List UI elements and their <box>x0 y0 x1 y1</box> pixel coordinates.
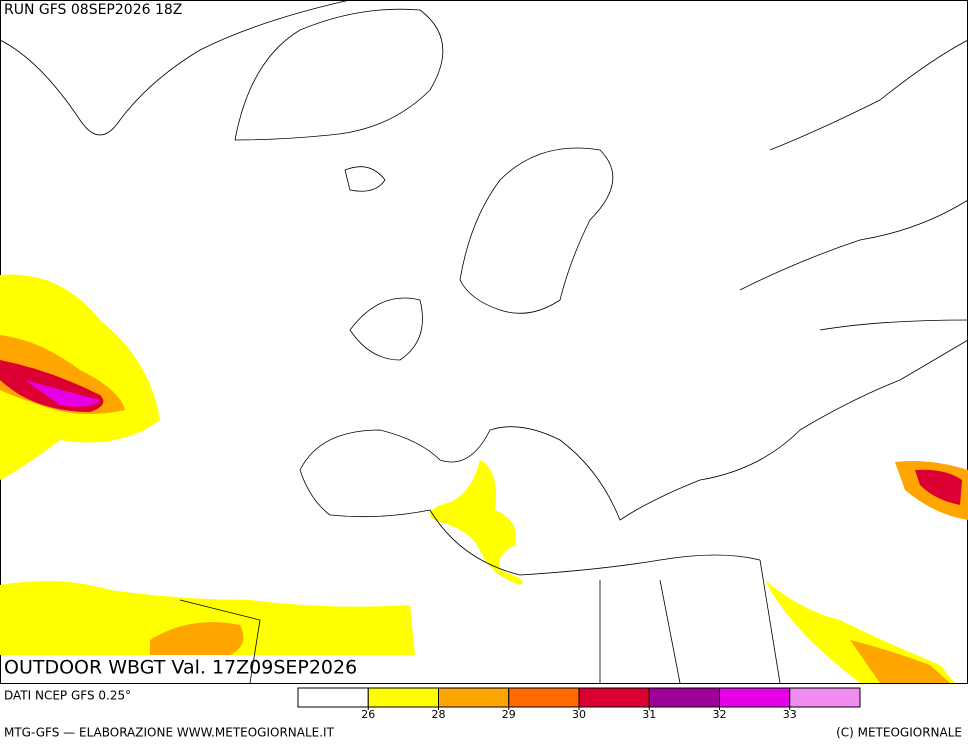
legend-tick-label: 26 <box>361 708 375 721</box>
field-yellow <box>430 460 523 585</box>
coastline <box>234 8 444 141</box>
map-frame <box>0 0 968 684</box>
run-label: RUN GFS 08SEP2026 18Z <box>4 2 182 18</box>
legend-tick-label: 29 <box>502 708 516 721</box>
map-title: OUTDOOR WBGT Val. 17Z09SEP2026 <box>4 657 357 679</box>
field-orange <box>850 640 950 683</box>
field-orange <box>150 622 244 655</box>
legend-tick-label: 28 <box>432 708 446 721</box>
coastline <box>299 339 968 576</box>
field-yellow <box>0 581 415 655</box>
map: RUN GFS 08SEP2026 18Z OUTDOOR WBGT Val. … <box>0 0 968 684</box>
legend-swatch <box>789 687 861 708</box>
legend-tick-label: 33 <box>783 708 797 721</box>
source-label: DATI NCEP GFS 0.25° <box>4 689 131 703</box>
border <box>179 39 968 684</box>
legend-tick-label: 30 <box>572 708 586 721</box>
legend-swatch <box>367 687 439 708</box>
legend-swatch <box>438 687 510 708</box>
legend-swatch <box>719 687 791 708</box>
legend-swatch <box>578 687 650 708</box>
footer-right: (C) METEOGIORNALE <box>836 726 962 740</box>
coastline <box>344 166 386 192</box>
field-magenta <box>25 380 100 407</box>
footer-left: MTG-GFS — ELABORAZIONE WWW.METEOGIORNALE… <box>4 726 335 740</box>
field-red <box>915 469 962 505</box>
legend-tick-label: 32 <box>713 708 727 721</box>
legend-swatch <box>648 687 720 708</box>
legend-tick-label: 31 <box>642 708 656 721</box>
legend-swatch <box>297 687 369 708</box>
legend-swatch <box>508 687 580 708</box>
legend: 26 28 29 30 31 32 33 <box>297 687 861 721</box>
coastline <box>349 297 423 361</box>
coastline <box>0 0 351 136</box>
coastline <box>459 147 614 314</box>
